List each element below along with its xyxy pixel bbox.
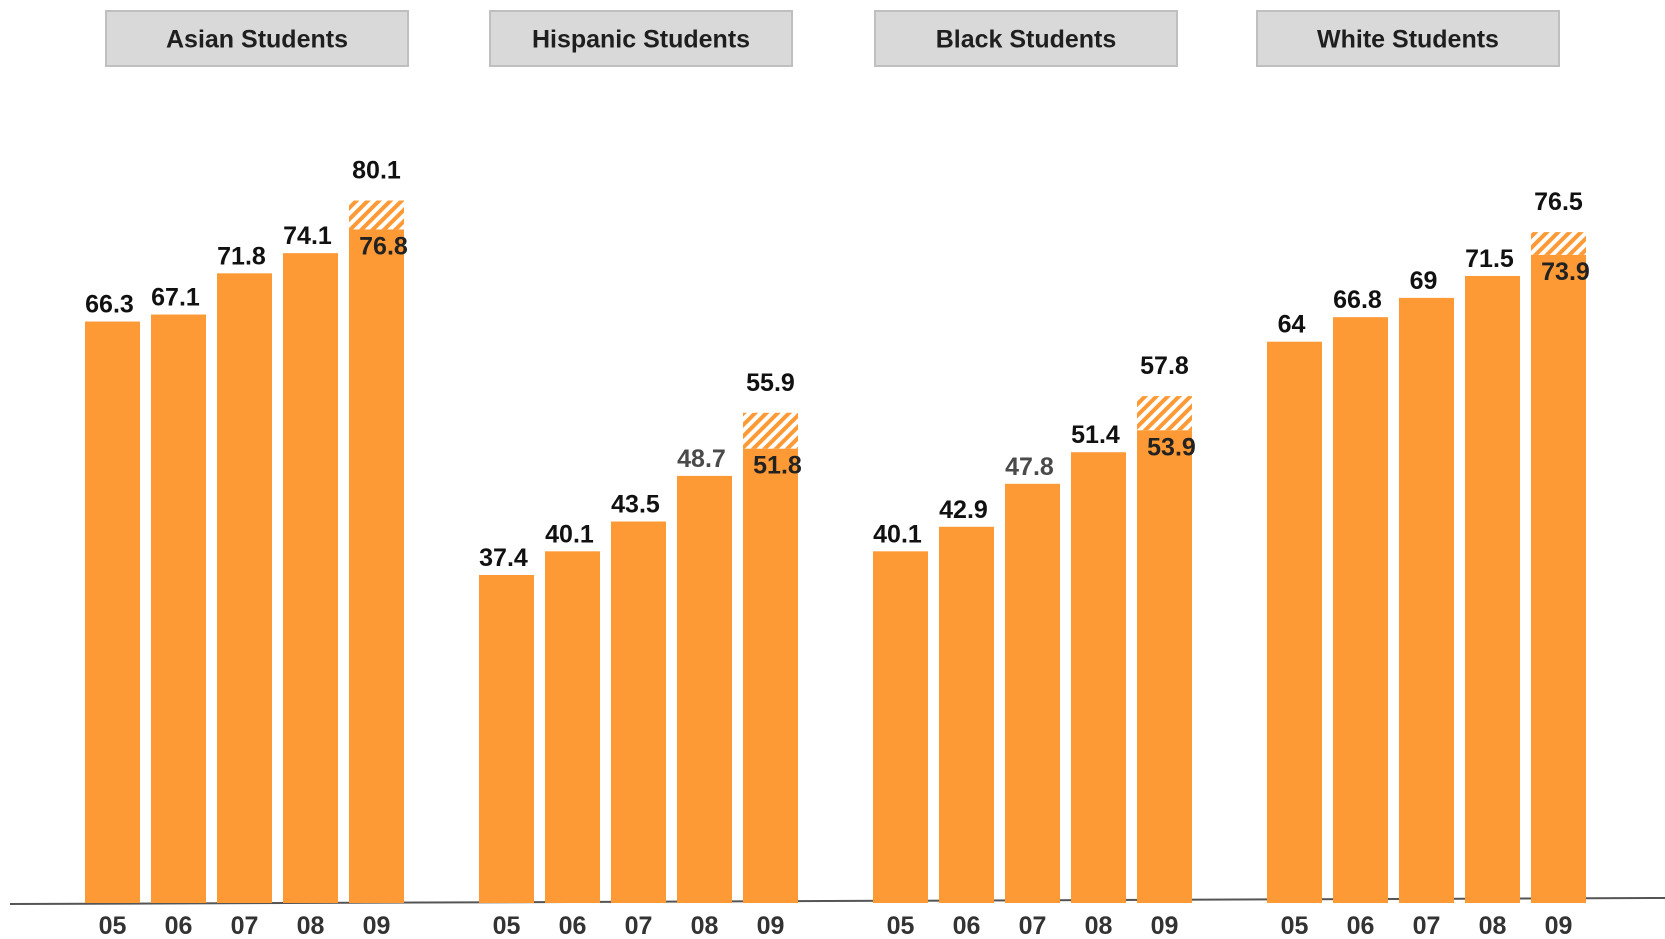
bar: [1267, 341, 1322, 904]
x-tick-label: 09: [757, 912, 785, 939]
data-label: 48.7: [677, 445, 726, 473]
data-label: 67.1: [151, 284, 200, 312]
data-label: 74.1: [283, 222, 332, 250]
data-label-extended: 57.8: [1140, 352, 1189, 380]
data-label: 66.3: [85, 291, 134, 319]
x-tick-label: 09: [1545, 912, 1573, 939]
bar-extension: [1531, 232, 1586, 255]
bar: [1399, 297, 1454, 903]
data-label: 40.1: [873, 520, 922, 548]
x-tick-label: 05: [1281, 912, 1309, 939]
bar: [151, 314, 206, 904]
data-label: 53.9: [1147, 433, 1196, 461]
bar: [217, 273, 272, 904]
x-tick-label: 06: [559, 912, 587, 939]
bar: [1071, 452, 1126, 903]
data-label: 37.4: [479, 544, 528, 572]
x-tick-label: 05: [99, 912, 127, 939]
data-label: 40.1: [545, 520, 594, 548]
bar: [1005, 483, 1060, 903]
bar: [1465, 275, 1520, 903]
bar-group-3: White Students 64 05 66.8 06 69 07 71.5 08 76.5 73…: [1256, 10, 1590, 939]
data-label: 69: [1410, 267, 1438, 295]
bar: [545, 551, 600, 903]
x-tick-label: 06: [165, 912, 193, 939]
bar-extension: [1137, 396, 1192, 431]
bar: [1137, 430, 1192, 903]
bar: [677, 475, 732, 903]
bar: [349, 229, 404, 904]
x-tick-label: 08: [1085, 912, 1113, 939]
data-label: 66.8: [1333, 286, 1382, 314]
group-header-box: [1256, 10, 1560, 67]
data-label: 51.4: [1071, 421, 1120, 449]
bar-group-1: Hispanic Students 37.4 05 40.1 06 43.5 07 48.7 0…: [479, 10, 802, 939]
bar: [939, 526, 994, 903]
data-label-extended: 76.5: [1534, 188, 1583, 216]
x-tick-label: 07: [625, 912, 653, 939]
data-label: 64: [1278, 311, 1306, 339]
x-tick-label: 08: [1479, 912, 1507, 939]
data-label-extended: 80.1: [352, 157, 401, 185]
group-header-title: White Students: [1317, 26, 1499, 54]
x-tick-label: 08: [297, 912, 325, 939]
bar: [283, 253, 338, 903]
group-header-box: [874, 10, 1178, 67]
data-label: 73.9: [1541, 258, 1590, 286]
data-label: 76.8: [359, 232, 408, 260]
data-label-extended: 55.9: [746, 369, 795, 397]
data-label: 71.5: [1465, 245, 1514, 273]
bar: [1531, 254, 1586, 904]
bar: [611, 521, 666, 903]
x-tick-label: 05: [887, 912, 915, 939]
bar-extension: [349, 200, 404, 230]
data-label: 71.8: [217, 242, 266, 270]
data-label: 51.8: [753, 452, 802, 480]
group-header-box: [489, 10, 793, 67]
x-tick-label: 07: [1413, 912, 1441, 939]
data-label: 43.5: [611, 491, 660, 519]
x-tick-label: 05: [493, 912, 521, 939]
bar: [85, 321, 140, 903]
bar: [1333, 317, 1388, 903]
bar-group-0: Asian Students 66.3 05 67.1 06 71.8 07 74.1 08 80…: [85, 10, 409, 939]
bar-group-2: Black Students 40.1 05 42.9 06 47.8 07 51.4 08 57…: [873, 10, 1196, 939]
data-label: 47.8: [1005, 453, 1054, 481]
x-tick-label: 08: [691, 912, 719, 939]
x-tick-label: 09: [1151, 912, 1179, 939]
group-header-title: Black Students: [936, 26, 1117, 54]
x-tick-label: 07: [231, 912, 259, 939]
group-header-title: Hispanic Students: [532, 26, 750, 54]
x-tick-label: 06: [953, 912, 981, 939]
data-label: 42.9: [939, 496, 988, 524]
bar-extension: [743, 412, 798, 449]
x-tick-label: 07: [1019, 912, 1047, 939]
bar: [479, 575, 534, 903]
bar: [873, 551, 928, 903]
group-header-title: Asian Students: [166, 26, 348, 54]
x-tick-label: 06: [1347, 912, 1375, 939]
group-header-box: [105, 10, 409, 67]
x-tick-label: 09: [363, 912, 391, 939]
bar: [743, 448, 798, 903]
